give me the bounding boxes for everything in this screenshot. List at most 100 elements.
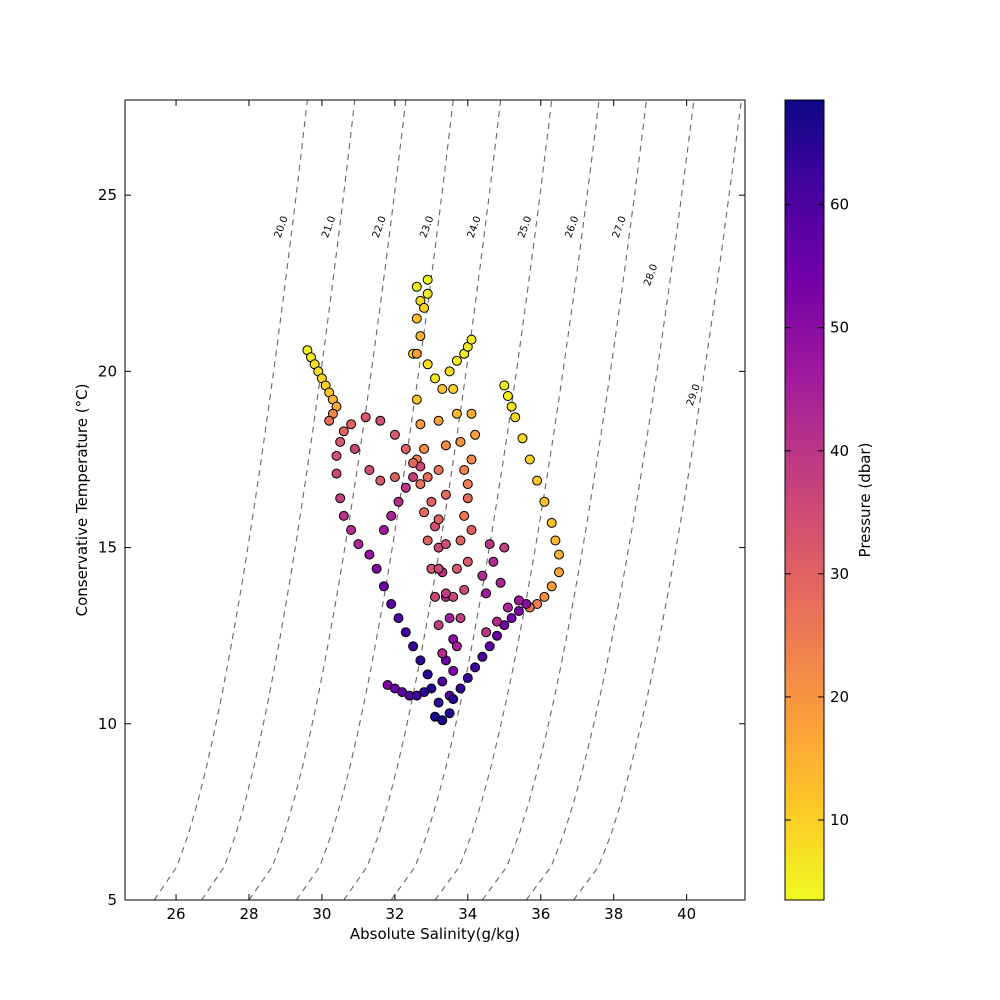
data-point	[365, 550, 374, 559]
isopycnal-label: 26.0	[563, 215, 581, 240]
data-point	[441, 540, 450, 549]
colorbar-tick-label: 60	[830, 196, 849, 214]
data-point	[445, 709, 454, 718]
data-point	[412, 349, 421, 358]
data-point	[503, 392, 512, 401]
data-point	[372, 564, 381, 573]
data-point	[511, 413, 520, 422]
x-tick-label: 40	[677, 905, 696, 923]
colorbar	[785, 100, 824, 900]
data-point	[525, 455, 534, 464]
data-point	[555, 550, 564, 559]
data-point	[449, 385, 458, 394]
data-point	[500, 381, 509, 390]
x-tick-label: 26	[167, 905, 186, 923]
data-point	[409, 642, 418, 651]
data-point	[482, 628, 491, 637]
data-point	[423, 360, 432, 369]
data-point	[540, 497, 549, 506]
data-point	[507, 614, 516, 623]
data-point	[514, 607, 523, 616]
data-point	[365, 466, 374, 475]
data-point	[354, 540, 363, 549]
data-point	[460, 466, 469, 475]
data-point	[416, 656, 425, 665]
data-point	[547, 582, 556, 591]
data-point	[347, 420, 356, 429]
isopycnal-label: 27.0	[611, 215, 629, 240]
data-point	[493, 617, 502, 626]
y-tick-label: 20	[98, 362, 117, 380]
data-point	[390, 473, 399, 482]
isopycnal-line	[574, 100, 742, 900]
data-point	[463, 480, 472, 489]
data-point	[463, 557, 472, 566]
data-point	[551, 536, 560, 545]
data-point	[438, 649, 447, 658]
data-point	[518, 434, 527, 443]
data-point	[423, 473, 432, 482]
data-point	[463, 674, 472, 683]
data-point	[423, 289, 432, 298]
data-point	[434, 515, 443, 524]
data-point	[507, 402, 516, 411]
y-tick-label: 15	[98, 539, 117, 557]
isopycnal-label: 24.0	[466, 215, 484, 240]
isopycnal-label: 25.0	[516, 215, 534, 240]
data-point	[438, 385, 447, 394]
colorbar-tick-label: 50	[830, 319, 849, 337]
y-tick-label: 10	[98, 715, 117, 733]
y-axis-label: Conservative Temperature (°C)	[73, 384, 91, 617]
data-point	[416, 332, 425, 341]
data-point	[449, 666, 458, 675]
data-point	[420, 688, 429, 697]
data-point	[452, 564, 461, 573]
data-point	[471, 663, 480, 672]
colorbar-tick-label: 10	[830, 811, 849, 829]
data-point	[471, 430, 480, 439]
isopycnal-label: 22.0	[371, 215, 389, 240]
data-point	[401, 628, 410, 637]
data-point	[325, 416, 334, 425]
data-point	[445, 614, 454, 623]
data-point	[445, 367, 454, 376]
data-point	[412, 314, 421, 323]
data-point	[394, 497, 403, 506]
data-point	[452, 642, 461, 651]
data-point	[387, 511, 396, 520]
data-point	[460, 511, 469, 520]
data-point	[434, 564, 443, 573]
data-point	[387, 600, 396, 609]
data-point	[409, 459, 418, 468]
y-axis-ticks: 5 10 15 20 25	[98, 186, 745, 909]
data-point	[379, 526, 388, 535]
isopycnal-label: 28.0	[642, 263, 660, 288]
data-point	[485, 642, 494, 651]
data-point	[489, 557, 498, 566]
data-point	[332, 451, 341, 460]
data-point	[412, 282, 421, 291]
x-tick-label: 36	[531, 905, 550, 923]
data-point	[423, 670, 432, 679]
data-point	[449, 695, 458, 704]
data-point	[420, 303, 429, 312]
isopycnal-line	[526, 100, 694, 900]
data-point	[467, 526, 476, 535]
data-point	[420, 444, 429, 453]
data-point	[431, 374, 440, 383]
data-point	[431, 592, 440, 601]
data-point	[434, 416, 443, 425]
y-tick-label: 5	[107, 891, 117, 909]
data-point	[456, 437, 465, 446]
data-point	[339, 427, 348, 436]
data-point	[467, 335, 476, 344]
colorbar-label: Pressure (dbar)	[856, 443, 874, 558]
data-point	[434, 621, 443, 630]
data-point	[496, 578, 505, 587]
data-point	[456, 536, 465, 545]
data-point	[493, 631, 502, 640]
data-point	[416, 480, 425, 489]
data-point	[478, 652, 487, 661]
data-point	[456, 684, 465, 693]
data-point	[412, 395, 421, 404]
